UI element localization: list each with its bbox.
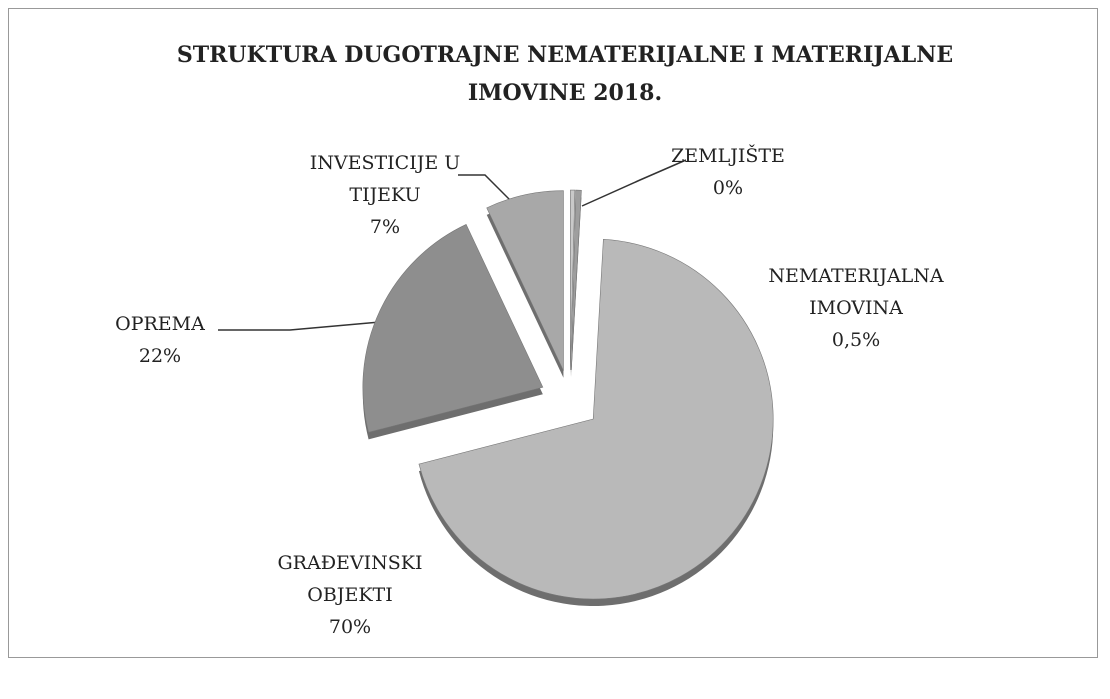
chart-title: STRUKTURA DUGOTRAJNE NEMATERIJALNE I MAT… (176, 42, 954, 106)
data-label: ZEMLJIŠTE 0% (658, 140, 798, 204)
value-label: 70% (328, 616, 372, 638)
data-label: NEMATERIJALNA IMOVINA 0,5% (761, 260, 951, 356)
slice (570, 189, 582, 371)
leader-line (218, 321, 381, 331)
leader-line (458, 174, 521, 211)
data-label: OPREMA 22% (90, 308, 230, 372)
category-label: NEMATERIJALNA IMOVINA (768, 265, 944, 319)
slice-side (571, 197, 582, 378)
value-label: 0% (712, 177, 744, 199)
slice (570, 189, 576, 371)
category-label: GRAĐEVINSKI OBJEKTI (277, 552, 423, 606)
slice (418, 239, 774, 600)
leader-lines (218, 159, 687, 331)
slice (486, 190, 564, 371)
data-label: INVESTICIJE U TIJEKU 7% (290, 147, 480, 243)
slice (362, 224, 544, 433)
category-label: INVESTICIJE U TIJEKU (309, 152, 461, 206)
category-label: ZEMLJIŠTE (671, 145, 785, 167)
chart-frame (8, 8, 1098, 658)
value-label: 7% (369, 216, 401, 238)
leader-line (581, 159, 687, 207)
category-label: OPREMA (115, 313, 205, 335)
value-label: 0,5% (831, 329, 881, 351)
data-label: GRAĐEVINSKI OBJEKTI 70% (255, 547, 445, 643)
value-label: 22% (138, 345, 182, 367)
